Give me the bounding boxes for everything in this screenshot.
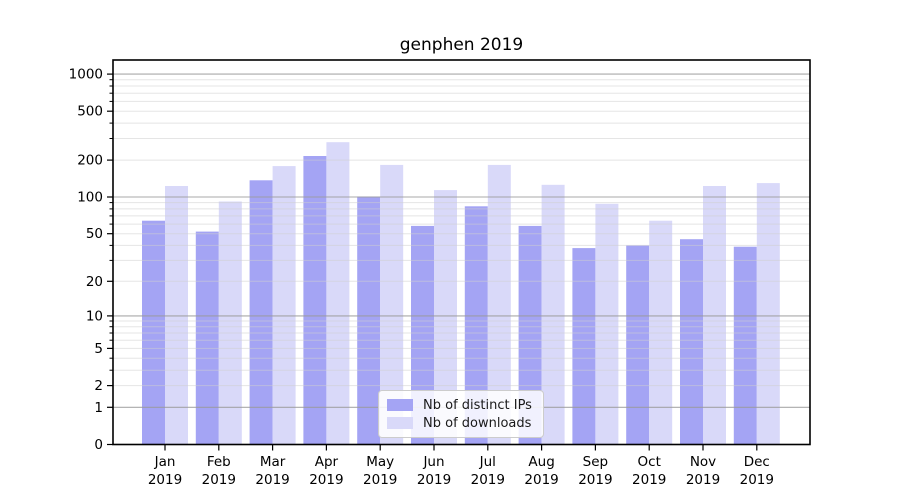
y-tick-label: 2 [94, 378, 103, 394]
y-tick-label: 1000 [69, 67, 103, 83]
y-tick-label: 50 [86, 226, 103, 242]
legend-item-distinct-ips: Nb of distinct IPs [387, 397, 533, 413]
x-tick-label-year: 2019 [363, 472, 397, 488]
bar-distinct-ips-jun [411, 225, 434, 445]
y-tick-label: 5 [94, 341, 103, 357]
bar-downloads-apr [326, 142, 350, 445]
x-tick-label-year: 2019 [471, 472, 505, 488]
x-tick-label-year: 2019 [578, 472, 612, 488]
bar-downloads-sep [595, 203, 619, 445]
bar-distinct-ips-sep [572, 248, 596, 445]
bar-downloads-aug [541, 184, 565, 445]
y-tick-label: 1 [94, 400, 103, 416]
x-tick-label-year: 2019 [417, 472, 451, 488]
plot-frame [112, 59, 811, 446]
x-tick-label-year: 2019 [202, 472, 236, 488]
legend-label-downloads: Nb of downloads [423, 415, 532, 431]
bar-downloads-may [380, 164, 404, 445]
y-tick-label: 500 [77, 104, 103, 120]
bar-distinct-ips-oct [626, 245, 650, 445]
bar-downloads-jan [165, 186, 188, 445]
y-tick-label: 100 [77, 190, 103, 206]
x-tick-label-year: 2019 [309, 472, 343, 488]
bar-downloads-mar [272, 166, 296, 445]
x-tick-label-year: 2019 [740, 472, 774, 488]
legend-label-distinct-ips: Nb of distinct IPs [423, 397, 532, 413]
bar-downloads-jun [434, 190, 457, 445]
x-tick-label-year: 2019 [686, 472, 720, 488]
x-tick-label-month: Nov [690, 454, 716, 470]
x-tick-label-month: Jan [154, 454, 176, 470]
bar-downloads-jul [487, 164, 511, 445]
legend-swatch-distinct-ips [387, 399, 413, 411]
x-tick-label-month: Aug [528, 454, 554, 470]
bar-distinct-ips-jul [464, 206, 488, 445]
x-tick-label-month: Oct [638, 454, 661, 470]
x-tick-label-month: Mar [260, 454, 286, 470]
legend-item-downloads: Nb of downloads [387, 415, 533, 431]
x-tick-label-month: Feb [207, 454, 231, 470]
legend-box: Nb of distinct IPs Nb of downloads [378, 390, 544, 438]
bar-distinct-ips-apr [303, 156, 327, 445]
y-tick-label: 200 [77, 153, 103, 169]
bar-distinct-ips-dec [733, 246, 757, 445]
x-tick-label-month: Jun [422, 454, 444, 470]
x-tick-label-month: May [366, 454, 394, 470]
bar-distinct-ips-aug [518, 225, 542, 445]
bar-distinct-ips-nov [680, 239, 703, 445]
y-tick-label: 0 [94, 437, 103, 453]
x-tick-label-year: 2019 [255, 472, 289, 488]
bar-downloads-feb [218, 201, 242, 445]
legend-swatch-downloads [387, 417, 413, 429]
chart-title: genphen 2019 [399, 35, 524, 55]
x-tick-label-year: 2019 [524, 472, 558, 488]
x-tick-label-month: Jul [479, 454, 496, 470]
bar-distinct-ips-mar [249, 180, 273, 445]
bar-downloads-dec [756, 183, 780, 445]
y-tick-label: 20 [86, 274, 103, 290]
x-tick-label-month: Sep [583, 454, 608, 470]
x-tick-label-month: Apr [315, 454, 339, 470]
x-tick-label-year: 2019 [632, 472, 666, 488]
y-tick-label: 10 [86, 308, 103, 324]
x-tick-label-year: 2019 [148, 472, 182, 488]
bar-distinct-ips-feb [195, 231, 219, 445]
x-tick-label-month: Dec [744, 454, 770, 470]
bar-downloads-nov [703, 186, 726, 445]
